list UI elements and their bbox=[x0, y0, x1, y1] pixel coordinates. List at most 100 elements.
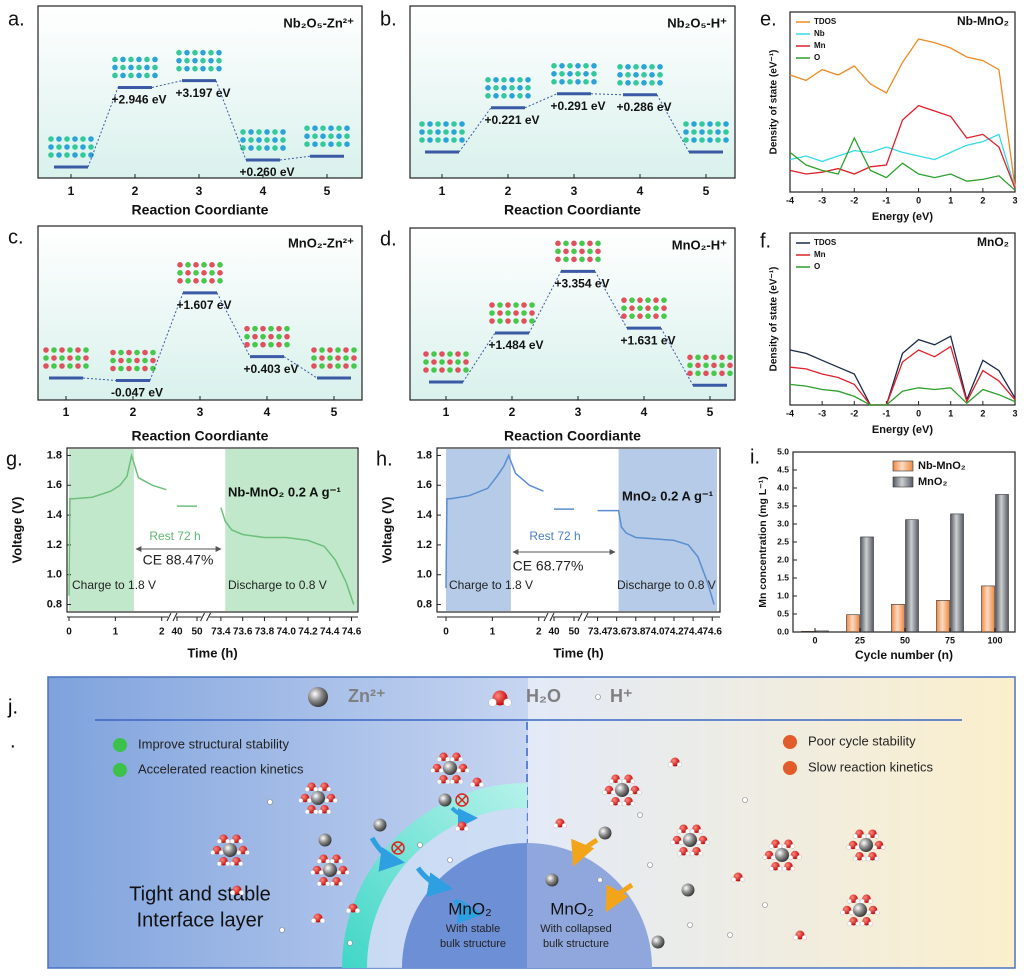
atom bbox=[144, 64, 150, 71]
atom bbox=[657, 72, 663, 78]
atom bbox=[521, 302, 527, 308]
core-name: MnO₂ bbox=[448, 899, 491, 918]
x-tick-label: 1 bbox=[490, 627, 496, 638]
panel-label: h. bbox=[376, 448, 393, 470]
atom bbox=[427, 137, 433, 143]
atom bbox=[327, 347, 333, 353]
atom bbox=[427, 121, 433, 127]
atom bbox=[59, 355, 65, 361]
atom bbox=[88, 136, 94, 142]
y-tick-label: 1.6 bbox=[417, 479, 432, 491]
y-tick-label: 1.8 bbox=[417, 449, 432, 461]
atom bbox=[112, 56, 118, 63]
atom bbox=[621, 313, 627, 319]
atom bbox=[419, 137, 425, 143]
atom bbox=[110, 357, 116, 364]
atom bbox=[563, 240, 569, 247]
atom bbox=[517, 77, 523, 83]
atom bbox=[120, 64, 126, 71]
x-axis-label: Reaction Coordiante bbox=[132, 428, 269, 444]
atom bbox=[509, 77, 515, 83]
h-ion bbox=[447, 857, 453, 863]
atom bbox=[193, 278, 199, 284]
atom bbox=[184, 57, 190, 64]
atom bbox=[419, 129, 425, 135]
water-h bbox=[216, 861, 222, 867]
atom bbox=[571, 240, 577, 247]
water-h bbox=[617, 778, 623, 784]
arrow bbox=[450, 806, 478, 828]
atom bbox=[185, 262, 191, 268]
atom bbox=[284, 325, 290, 332]
atom bbox=[83, 355, 89, 361]
atom bbox=[142, 357, 148, 364]
x-tick-label: 4 bbox=[264, 405, 271, 419]
y-axis-label: Mn concentration (mg L⁻¹) bbox=[757, 476, 769, 608]
atom bbox=[443, 129, 449, 135]
x-axis-label: Cycle number (n) bbox=[855, 648, 953, 662]
atom bbox=[439, 359, 445, 365]
atom bbox=[83, 363, 89, 369]
water-h bbox=[238, 861, 244, 867]
series-line bbox=[789, 136, 1016, 191]
atom bbox=[485, 93, 491, 99]
atom bbox=[459, 137, 465, 143]
atom bbox=[280, 129, 286, 135]
atom bbox=[509, 93, 515, 99]
legend-label: H⁺ bbox=[610, 686, 633, 706]
atom bbox=[591, 63, 597, 69]
structure bbox=[485, 77, 531, 99]
zn-ion bbox=[323, 863, 337, 877]
x-tick-label: -3 bbox=[818, 408, 826, 418]
water-h bbox=[872, 845, 878, 850]
atom bbox=[657, 64, 663, 70]
water-h bbox=[313, 809, 319, 815]
atom bbox=[715, 137, 721, 143]
chart-title: Nb₂O₅-Zn²⁺ bbox=[283, 15, 354, 30]
h-ion bbox=[417, 842, 423, 848]
chart-title: Nb-MnO₂ bbox=[957, 14, 1009, 28]
atom bbox=[184, 49, 190, 56]
panel-label: f. bbox=[760, 230, 771, 252]
series-line bbox=[789, 38, 1016, 187]
atom bbox=[431, 351, 437, 357]
series-line bbox=[789, 383, 1016, 406]
annotation: Charge to 1.8 V bbox=[449, 578, 533, 592]
atom bbox=[217, 270, 223, 276]
water-h bbox=[316, 881, 322, 887]
atom bbox=[621, 305, 627, 311]
atom bbox=[645, 305, 651, 311]
zn-ion bbox=[859, 838, 873, 852]
water-h bbox=[561, 823, 568, 829]
block-sign bbox=[391, 841, 405, 855]
y-tick-label: 2.5 bbox=[777, 536, 789, 546]
water-h bbox=[667, 762, 674, 768]
water-h bbox=[868, 898, 874, 904]
atom bbox=[525, 77, 531, 83]
atom bbox=[575, 63, 581, 69]
atom bbox=[336, 141, 342, 147]
atom bbox=[118, 349, 124, 356]
value-label: +0.403 eV bbox=[243, 362, 298, 376]
atom bbox=[633, 80, 639, 86]
atom bbox=[447, 367, 453, 373]
x-tick-label: 3 bbox=[196, 184, 203, 198]
water-h bbox=[317, 809, 323, 815]
water-h bbox=[777, 866, 783, 872]
y-tick-label: 3.5 bbox=[777, 500, 789, 510]
atom bbox=[75, 347, 81, 353]
x-tick-label: 74.2 bbox=[664, 627, 684, 638]
y-tick-label: 1.2 bbox=[417, 539, 432, 551]
atom bbox=[505, 310, 511, 316]
atom bbox=[240, 137, 246, 143]
x-tick-label: 4 bbox=[637, 184, 644, 198]
zn-ion bbox=[681, 883, 695, 897]
bar bbox=[846, 614, 860, 633]
block-sign bbox=[455, 793, 469, 807]
annotation: Discharge to 0.8 V bbox=[228, 578, 327, 592]
water-h bbox=[790, 866, 796, 872]
atom bbox=[343, 355, 349, 361]
chart-title: MnO₂ 0.2 A g⁻¹ bbox=[622, 488, 713, 503]
atom bbox=[48, 144, 54, 150]
y-tick-label: 1.0 bbox=[777, 590, 789, 600]
